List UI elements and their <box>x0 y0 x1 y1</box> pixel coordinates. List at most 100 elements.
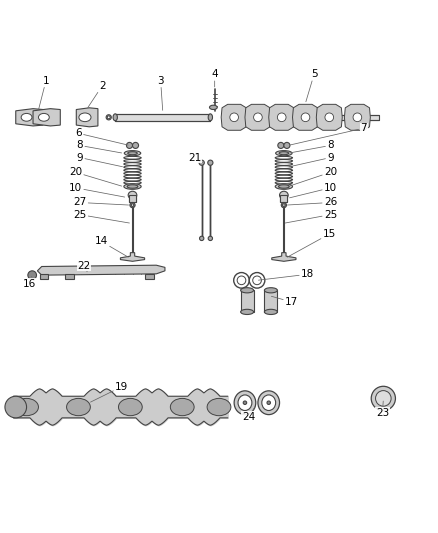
Ellipse shape <box>238 395 252 410</box>
Text: 17: 17 <box>272 296 298 307</box>
Text: 8: 8 <box>290 140 334 153</box>
Circle shape <box>284 142 290 149</box>
Ellipse shape <box>208 114 212 121</box>
Text: 4: 4 <box>212 69 218 87</box>
Ellipse shape <box>127 185 138 188</box>
Ellipse shape <box>67 398 90 416</box>
Ellipse shape <box>128 191 137 199</box>
Text: 7: 7 <box>290 123 367 145</box>
Polygon shape <box>272 253 296 261</box>
Circle shape <box>200 236 204 240</box>
Text: 25: 25 <box>285 209 337 223</box>
Ellipse shape <box>21 114 32 121</box>
Bar <box>223 115 379 120</box>
Circle shape <box>278 142 284 149</box>
Bar <box>265 290 277 312</box>
Text: 23: 23 <box>376 401 389 418</box>
Bar <box>145 274 154 279</box>
Text: 21: 21 <box>189 152 202 163</box>
Ellipse shape <box>353 113 362 122</box>
Ellipse shape <box>262 395 276 410</box>
Polygon shape <box>37 265 165 275</box>
Polygon shape <box>76 108 98 127</box>
Text: 6: 6 <box>75 128 128 145</box>
Text: 27: 27 <box>73 198 128 207</box>
Circle shape <box>375 391 391 406</box>
Ellipse shape <box>234 391 256 415</box>
Text: 9: 9 <box>77 152 123 167</box>
Text: 10: 10 <box>69 183 125 197</box>
Ellipse shape <box>128 152 137 155</box>
Text: 20: 20 <box>69 167 122 186</box>
Text: 26: 26 <box>287 198 337 207</box>
Ellipse shape <box>79 113 91 122</box>
Circle shape <box>131 204 134 206</box>
Ellipse shape <box>230 113 238 122</box>
Text: 24: 24 <box>242 407 255 422</box>
Circle shape <box>281 203 286 208</box>
Ellipse shape <box>118 398 142 416</box>
Ellipse shape <box>275 184 293 189</box>
Ellipse shape <box>240 288 254 293</box>
Bar <box>39 274 48 279</box>
Polygon shape <box>120 253 145 261</box>
Ellipse shape <box>209 105 217 109</box>
Ellipse shape <box>14 398 39 416</box>
Ellipse shape <box>265 288 277 293</box>
Ellipse shape <box>301 113 310 122</box>
Text: 22: 22 <box>78 261 91 272</box>
Bar <box>129 195 136 201</box>
Ellipse shape <box>279 191 288 199</box>
Text: 8: 8 <box>77 140 122 153</box>
Ellipse shape <box>279 185 289 188</box>
Text: 20: 20 <box>290 167 337 186</box>
Text: 3: 3 <box>157 76 164 110</box>
Polygon shape <box>344 104 371 130</box>
Circle shape <box>283 204 285 206</box>
Ellipse shape <box>254 113 262 122</box>
Circle shape <box>5 396 27 418</box>
Text: 15: 15 <box>287 229 336 257</box>
Bar <box>280 195 287 201</box>
Circle shape <box>371 386 396 410</box>
Ellipse shape <box>170 398 194 416</box>
Circle shape <box>130 203 135 208</box>
Ellipse shape <box>265 309 277 314</box>
Ellipse shape <box>325 113 334 122</box>
Circle shape <box>267 401 270 405</box>
Text: 16: 16 <box>23 277 36 289</box>
Ellipse shape <box>124 184 141 189</box>
Bar <box>115 114 210 121</box>
Ellipse shape <box>276 151 292 156</box>
Circle shape <box>199 160 204 165</box>
Text: 1: 1 <box>39 76 49 109</box>
Circle shape <box>208 160 213 165</box>
Ellipse shape <box>124 151 141 156</box>
Ellipse shape <box>258 391 279 415</box>
Bar <box>240 290 254 312</box>
Circle shape <box>208 236 212 240</box>
Circle shape <box>133 142 138 149</box>
Text: 19: 19 <box>91 382 128 402</box>
Polygon shape <box>293 104 318 130</box>
Circle shape <box>127 142 133 149</box>
Polygon shape <box>33 109 60 126</box>
Circle shape <box>243 401 247 405</box>
Text: 5: 5 <box>306 69 318 102</box>
Polygon shape <box>221 104 247 130</box>
Text: 25: 25 <box>73 209 129 223</box>
Text: 9: 9 <box>290 152 334 167</box>
Ellipse shape <box>207 398 231 416</box>
Polygon shape <box>316 104 342 130</box>
Text: 2: 2 <box>88 80 106 108</box>
Ellipse shape <box>279 152 289 155</box>
Bar <box>66 274 74 279</box>
Ellipse shape <box>240 309 254 314</box>
Polygon shape <box>16 109 43 126</box>
Text: 14: 14 <box>95 237 128 257</box>
Text: 10: 10 <box>290 183 337 198</box>
Ellipse shape <box>113 114 117 121</box>
Polygon shape <box>269 104 295 130</box>
Polygon shape <box>245 104 271 130</box>
Circle shape <box>28 271 36 279</box>
